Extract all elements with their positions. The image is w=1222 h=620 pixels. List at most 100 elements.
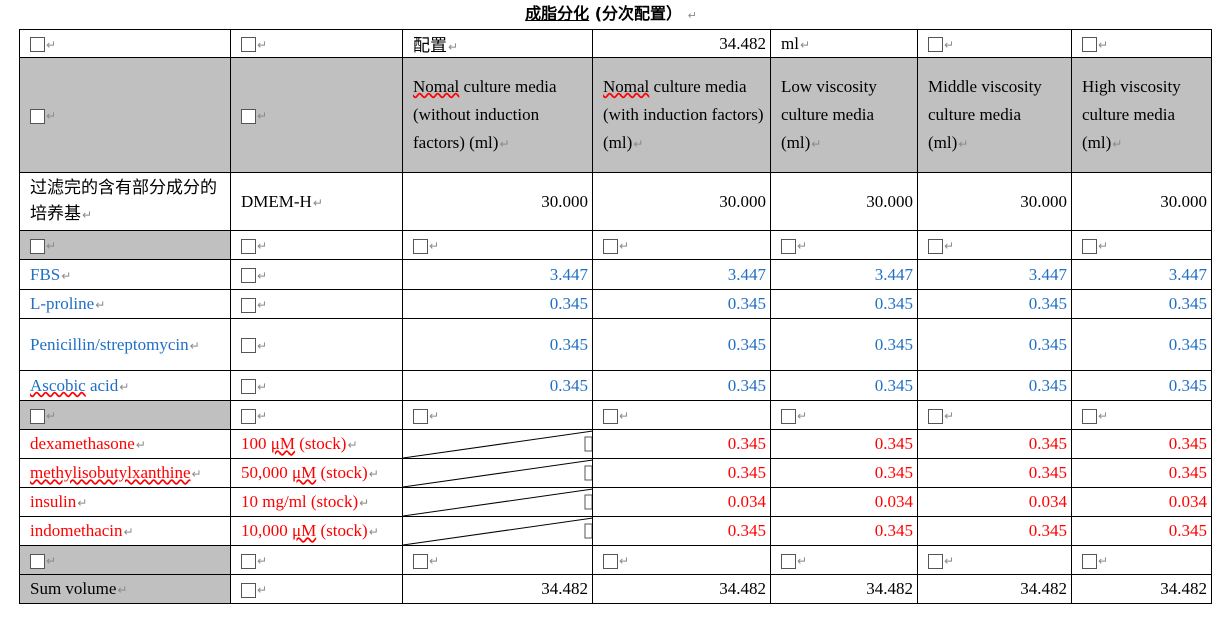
value-cell: 0.345 [1071,429,1212,459]
empty-cell: ↵ [770,545,918,575]
empty-cell-marker-icon [928,408,943,424]
column-header-label: Nomal culture media (with induction fact… [603,76,764,152]
column-header: High viscosity culture media (ml)↵ [1071,57,1212,173]
diagonal-line-icon [403,517,592,545]
paragraph-mark-icon: ↵ [619,554,630,568]
paragraph-mark-icon: ↵ [46,239,57,253]
value: 0.345 [549,294,588,313]
diagonal-empty-cell [402,516,593,546]
empty-cell: ↵ [230,289,403,319]
value: 0.345 [1168,375,1207,395]
paragraph-mark-icon: ↵ [944,239,955,253]
base-medium-row: 过滤完的含有部分成分的培养基↵ DMEM-H↵ 30.000 30.000 30.000… [19,172,1212,231]
empty-cell: ↵ [230,57,403,173]
inducer-name: methylisobutylxanthine [30,463,191,482]
supplement-name: L-proline [30,294,95,313]
value: 30.000 [866,191,913,211]
value-cell: 0.345 [1071,516,1212,546]
value: 3.447 [1028,264,1067,284]
empty-cell-marker-icon [1082,37,1097,53]
value: 0.345 [1028,434,1067,453]
paragraph-mark-icon: ↵ [135,438,146,452]
value: 0.345 [1168,434,1207,453]
value-cell: 0.345 [770,318,918,371]
empty-cell: ↵ [1071,29,1212,58]
empty-cell-marker-icon [928,238,943,254]
paragraph-mark-icon: ↵ [46,409,57,423]
empty-cell-marker-icon [781,238,796,254]
inducer-name: indomethacin [30,521,123,540]
value: 0.345 [1028,334,1067,354]
empty-cell: ↵ [1071,230,1212,260]
empty-cell: ↵ [230,370,403,401]
empty-cell-marker-icon [241,408,256,424]
paragraph-mark-icon: ↵ [95,298,106,312]
value: 0.345 [1168,463,1207,482]
empty-cell: ↵ [230,318,403,371]
empty-cell-marker-icon [30,37,45,53]
value: 0.345 [727,294,766,313]
supplement-name-cell: Ascobic acid↵ [19,370,231,401]
value: 0.345 [1028,294,1067,313]
stock-concentration: 100 μM (stock) [241,434,347,453]
value: 0.345 [727,463,766,482]
stock-concentration: 50,000 μM (stock) [241,463,368,482]
value: 0.345 [1028,375,1067,395]
value-cell: 0.345 [1071,318,1212,371]
paragraph-mark-icon: ↵ [123,525,134,539]
value-cell: 30.000 [917,172,1072,231]
paragraph-mark-icon: ↵ [117,583,128,597]
value: 0.345 [549,334,588,354]
value-cell: 0.034 [1071,487,1212,517]
value: 0.345 [874,463,913,482]
inducer-name-cell: insulin↵ [19,487,231,517]
value-cell: 0.345 [917,318,1072,371]
value: 0.345 [874,434,913,453]
paragraph-mark-icon: ↵ [811,136,822,151]
empty-cell-marker-icon [241,238,256,254]
value: 34.482 [541,579,588,598]
value-cell: 34.482 [592,574,771,604]
empty-cell-marker-icon [241,108,256,124]
value: 0.345 [874,294,913,313]
empty-cell: ↵ [770,400,918,430]
paragraph-mark-icon: ↵ [687,9,697,22]
column-header-label: Low viscosity culture media (ml) [781,76,877,152]
diagonal-empty-cell [402,429,593,459]
value: 3.447 [727,264,766,284]
value: 0.345 [1168,294,1207,313]
empty-cell: ↵ [19,545,231,575]
value-cell: 0.345 [1071,289,1212,319]
inducer-row: insulin↵ 10 mg/ml (stock)↵ 0.034 0.034 0.034… [19,487,1212,517]
empty-cell-marker-icon [928,37,943,53]
paragraph-mark-icon: ↵ [619,409,630,423]
value-cell: 0.034 [592,487,771,517]
value-cell: 0.345 [592,429,771,459]
value: 34.482 [1160,579,1207,598]
value: 0.345 [549,375,588,395]
value-cell: 30.000 [402,172,593,231]
column-header: Nomal culture media (without induction f… [402,57,593,173]
paragraph-mark-icon: ↵ [257,554,268,568]
empty-cell-marker-icon [1082,553,1097,569]
value-cell: 0.034 [917,487,1072,517]
value-cell: 30.000 [1071,172,1212,231]
document-title: 成脂分化 (分次配置） ↵ [0,2,1222,26]
column-header-label: Nomal culture media (without induction f… [413,76,557,152]
value: 0.345 [1168,334,1207,354]
empty-cell-marker-icon [30,238,45,254]
paragraph-mark-icon: ↵ [429,239,440,253]
paragraph-mark-icon: ↵ [257,338,268,353]
supplement-name-cell: L-proline↵ [19,289,231,319]
empty-cell: ↵ [19,57,231,173]
value-cell: 34.482 [402,574,593,604]
paragraph-mark-icon: ↵ [189,338,200,353]
inducer-row: dexamethasone↵ 100 μM (stock)↵ 0.345 0.345 0… [19,429,1212,459]
stock-cell: 100 μM (stock)↵ [230,429,403,459]
empty-cell: ↵ [592,545,771,575]
config-total-cell: 34.482 [592,29,771,58]
supplement-name: Ascobic acid [30,375,119,395]
paragraph-mark-icon: ↵ [347,438,358,452]
value-cell: 34.482 [1071,574,1212,604]
separator-row: ↵ ↵ ↵ ↵ ↵ ↵ ↵ [19,545,1212,575]
